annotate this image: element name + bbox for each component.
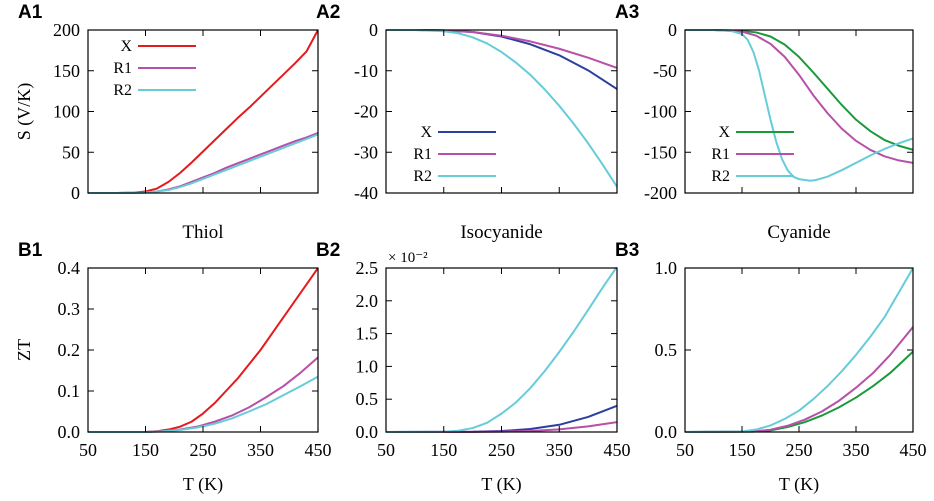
panel-b1: B1 Thiol 0.0 0.1 0.2 0.3 0.4 50 150 250 350 450 T (K… (14, 222, 332, 495)
y-tick-label: -150 (644, 142, 677, 162)
y-tick-label: 0.0 (655, 422, 678, 442)
y-tick-label: 0 (71, 183, 80, 203)
series-line-x (88, 267, 318, 433)
panel-subtitle: Cyanide (767, 222, 830, 243)
series-line-r2 (88, 133, 318, 194)
legend-label: X (420, 124, 432, 141)
panel-b3: B3 Cyanide 0.0 0.5 1.0 50 150 250 350 450 T (K) (615, 222, 927, 495)
panel-tag: A1 (18, 2, 43, 23)
y-tick-label: 0.5 (356, 389, 379, 409)
x-tick-label: 150 (430, 440, 457, 460)
panel-a1: A1 0 50 100 150 200 S (V/K) X R1 R2 (14, 2, 319, 203)
legend-label: R2 (113, 82, 132, 99)
y-tick-label: 0.5 (655, 340, 678, 360)
x-tick-label: 350 (843, 440, 870, 460)
y-tick-label: 0.1 (58, 381, 81, 401)
legend-label: R1 (113, 60, 132, 77)
y-tick-label: -50 (653, 61, 677, 81)
x-tick-label: 150 (729, 440, 756, 460)
y-tick-label: 1.0 (356, 356, 379, 376)
y-tick-label: 100 (53, 102, 80, 122)
x-tick-label: 50 (676, 440, 694, 460)
x-axis-label: T (K) (481, 474, 521, 495)
y-tick-label: 0 (668, 20, 677, 40)
y-tick-label: -20 (354, 102, 378, 122)
legend-label: X (718, 124, 730, 141)
x-tick-label: 150 (132, 440, 159, 460)
x-axis-label: T (K) (779, 474, 819, 495)
y-tick-label: 0.0 (58, 422, 81, 442)
panel-b2: B2 Isocyanide 0.0 0.5 1.0 1.5 2.0 2.5 50 150 250 35… (316, 222, 631, 495)
x-tick-label: 250 (190, 440, 217, 460)
legend-label: X (120, 38, 132, 55)
y-tick-label: -100 (644, 102, 677, 122)
legend-label: R1 (711, 146, 730, 163)
panel-tag: A3 (615, 2, 639, 23)
panel-subtitle: Thiol (182, 222, 223, 243)
y-tick-label: 200 (53, 20, 80, 40)
x-tick-label: 350 (247, 440, 274, 460)
y-tick-label: 2.5 (356, 258, 379, 278)
series-line-r1 (685, 29, 913, 164)
x-tick-label: 250 (786, 440, 813, 460)
x-axis-label: T (K) (183, 474, 223, 495)
series-line-x (685, 350, 913, 433)
y-tick-label: 1.5 (356, 324, 379, 344)
series-line-r1 (88, 132, 318, 194)
y-axis-label: ZT (14, 339, 34, 361)
legend-label: R2 (711, 168, 730, 185)
panel-a3: A3 -200 -150 -100 -50 0 X R1 R2 (615, 2, 914, 203)
y-tick-label: 50 (62, 142, 80, 162)
legend: X R1 R2 (711, 124, 794, 185)
x-tick-label: 450 (900, 440, 927, 460)
x-tick-label: 450 (604, 440, 631, 460)
legend-label: R2 (413, 168, 432, 185)
y-tick-label: 150 (53, 61, 80, 81)
x-tick-label: 450 (305, 440, 332, 460)
y-tick-label: 0.3 (58, 299, 81, 319)
y-tick-label: -30 (354, 142, 378, 162)
series-line-r2 (685, 29, 913, 182)
legend: X R1 R2 (113, 38, 196, 99)
series-line-r2 (685, 267, 913, 433)
plot-frame (684, 267, 914, 433)
series-line-x (685, 29, 913, 151)
legend-label: R1 (413, 146, 432, 163)
x-tick-label: 350 (546, 440, 573, 460)
y-tick-label: -10 (354, 61, 378, 81)
x-tick-label: 250 (488, 440, 515, 460)
panel-a2: A2 -40 -30 -20 -10 0 X R1 R2 (316, 2, 618, 203)
y-tick-label: 0 (369, 20, 378, 40)
x-tick-label: 50 (377, 440, 395, 460)
series-line-r2 (386, 29, 617, 188)
y-tick-label: 2.0 (356, 291, 379, 311)
y-tick-label: 0.2 (58, 340, 81, 360)
legend: X R1 R2 (413, 124, 496, 185)
panel-tag: B1 (18, 240, 43, 261)
x-tick-label: 50 (79, 440, 97, 460)
panel-tag: B2 (316, 240, 340, 261)
plot-frame (87, 267, 319, 433)
panel-tag: B3 (615, 240, 639, 261)
series-line-x (386, 29, 617, 90)
panel-subtitle: Isocyanide (460, 222, 542, 243)
y-axis-label: S (V/K) (14, 83, 35, 141)
y-tick-label: 0.4 (58, 258, 81, 278)
plot-frame (385, 267, 618, 433)
series-line-r2 (386, 267, 617, 433)
y-multiplier: × 10⁻² (388, 250, 428, 266)
y-tick-label: -200 (644, 183, 677, 203)
panel-tag: A2 (316, 2, 340, 23)
series-line-r1 (685, 326, 913, 433)
y-tick-label: 1.0 (655, 258, 678, 278)
y-tick-label: -40 (354, 183, 378, 203)
y-tick-label: 0.0 (356, 422, 379, 442)
